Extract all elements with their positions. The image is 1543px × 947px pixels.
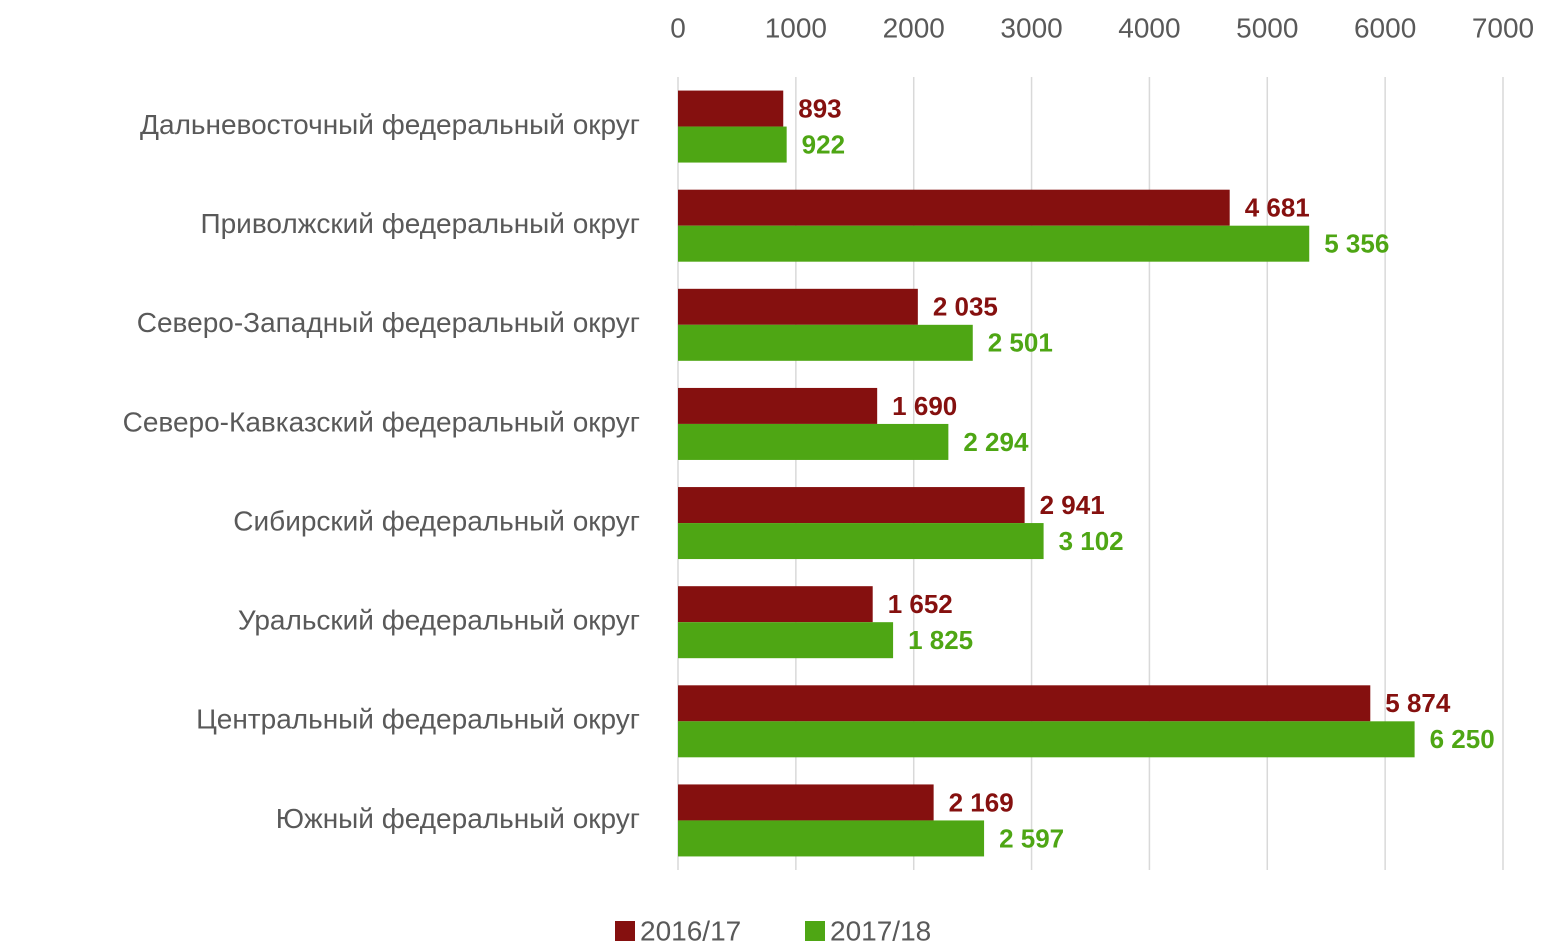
bar (678, 387, 878, 424)
x-tick-label: 1000 (765, 12, 827, 43)
bar (678, 225, 1310, 262)
bar (678, 189, 1230, 226)
value-label: 2 035 (933, 292, 998, 322)
value-label: 4 681 (1245, 193, 1310, 223)
legend-swatch (805, 921, 825, 941)
x-tick-label: 3000 (1000, 12, 1062, 43)
legend-label: 2016/17 (640, 915, 741, 946)
bar (678, 820, 985, 857)
x-tick-label: 6000 (1354, 12, 1416, 43)
value-label: 2 597 (999, 823, 1064, 853)
y-tick-label: Северо-Кавказский федеральный округ (123, 406, 640, 437)
bar (678, 685, 1371, 722)
y-tick-label: Сибирский федеральный округ (233, 505, 640, 536)
value-label: 1 825 (908, 625, 973, 655)
bar (678, 126, 787, 163)
y-tick-label: Центральный федеральный округ (196, 704, 640, 735)
y-tick-label: Северо-Западный федеральный округ (137, 307, 640, 338)
bar (678, 622, 894, 659)
bar (678, 324, 973, 361)
y-tick-label: Южный федеральный округ (276, 803, 640, 834)
x-tick-label: 5000 (1236, 12, 1298, 43)
x-tick-label: 7000 (1472, 12, 1534, 43)
bar (678, 586, 873, 623)
bar (678, 487, 1025, 524)
value-label: 3 102 (1059, 526, 1124, 556)
legend-swatch (615, 921, 635, 941)
value-label: 2 941 (1040, 490, 1105, 520)
y-tick-label: Дальневосточный федеральный округ (140, 109, 640, 140)
bar (678, 90, 784, 127)
legend-label: 2017/18 (830, 915, 931, 946)
value-label: 5 356 (1324, 229, 1389, 259)
value-label: 2 294 (963, 427, 1029, 457)
y-tick-label: Приволжский федеральный округ (200, 208, 640, 239)
value-label: 893 (798, 93, 841, 123)
value-label: 2 501 (988, 328, 1053, 358)
bar (678, 423, 949, 460)
value-label: 922 (802, 129, 845, 159)
value-label: 5 874 (1385, 688, 1451, 718)
bar (678, 288, 918, 325)
value-label: 6 250 (1430, 724, 1495, 754)
x-tick-label: 0 (670, 12, 686, 43)
value-label: 1 690 (892, 391, 957, 421)
bar (678, 721, 1415, 758)
value-label: 1 652 (888, 589, 953, 619)
x-tick-label: 2000 (883, 12, 945, 43)
bar (678, 523, 1044, 560)
bar (678, 784, 934, 821)
y-tick-label: Уральский федеральный округ (238, 605, 640, 636)
value-label: 2 169 (949, 787, 1014, 817)
x-tick-label: 4000 (1118, 12, 1180, 43)
